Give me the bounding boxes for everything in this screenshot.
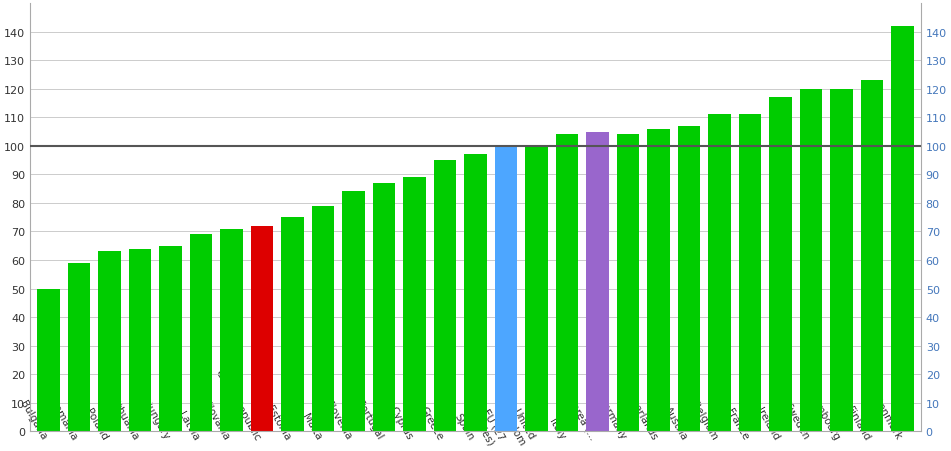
- Bar: [800, 90, 823, 431]
- Bar: [312, 206, 335, 431]
- Bar: [586, 132, 609, 431]
- Bar: [159, 246, 182, 431]
- Bar: [220, 229, 243, 431]
- Bar: [555, 135, 578, 431]
- Bar: [525, 147, 548, 431]
- Bar: [495, 147, 517, 431]
- Bar: [68, 263, 90, 431]
- Bar: [739, 115, 762, 431]
- Bar: [250, 226, 274, 431]
- Bar: [647, 129, 670, 431]
- Bar: [708, 115, 731, 431]
- Bar: [616, 135, 639, 431]
- Bar: [128, 249, 151, 431]
- Bar: [342, 192, 365, 431]
- Bar: [98, 252, 121, 431]
- Bar: [37, 289, 60, 431]
- Bar: [464, 155, 487, 431]
- Bar: [677, 127, 701, 431]
- Bar: [891, 27, 914, 431]
- Bar: [434, 161, 456, 431]
- Bar: [861, 81, 883, 431]
- Bar: [769, 98, 792, 431]
- Bar: [281, 218, 304, 431]
- Bar: [189, 235, 212, 431]
- Bar: [830, 90, 853, 431]
- Bar: [373, 184, 396, 431]
- Bar: [403, 178, 426, 431]
